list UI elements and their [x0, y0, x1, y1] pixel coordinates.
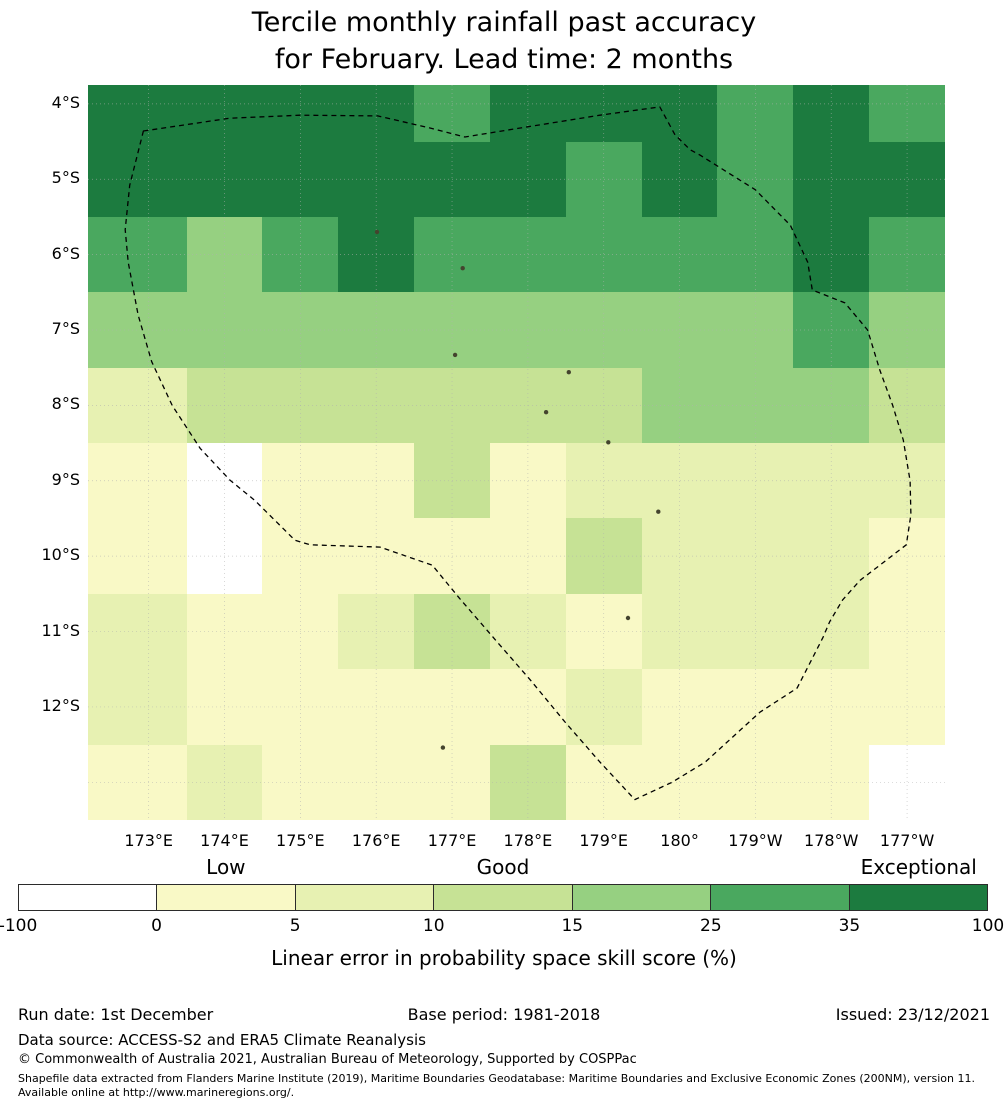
colorbar [18, 884, 988, 911]
colorbar-segment [571, 885, 711, 910]
x-axis-label: 179°E [579, 831, 629, 850]
colorbar-segment [19, 885, 157, 910]
colorbar-segment [848, 885, 987, 910]
x-axis-label: 180° [660, 831, 699, 850]
x-axis-label: 173°E [124, 831, 173, 850]
x-axis-label: 177°W [879, 831, 935, 850]
island-marker [606, 440, 611, 445]
colorbar-tick-label: 0 [151, 916, 162, 936]
colorbar-segment [710, 885, 849, 910]
footer-row-main: Run date: 1st December Base period: 1981… [18, 1005, 990, 1024]
y-axis-label: 12°S [41, 695, 80, 715]
heatmap-cell [489, 593, 566, 670]
data-source-text: Data source: ACCESS-S2 and ERA5 Climate … [18, 1031, 426, 1049]
colorbar-tick-label: 100 [971, 916, 1005, 936]
colorbar-tick-label: 35 [838, 916, 861, 936]
base-period-text: Base period: 1981-2018 [407, 1005, 601, 1024]
colorbar-segment [433, 885, 572, 910]
island-marker [566, 370, 571, 375]
y-axis-label: 9°S [51, 469, 80, 489]
colorbar-tick-label: 25 [700, 916, 722, 936]
figure-title: Tercile monthly rainfall past accuracy f… [0, 4, 1008, 78]
map-overlay [88, 85, 945, 820]
skill-band-label: Low [206, 855, 246, 879]
skill-band-label: Exceptional [860, 855, 977, 879]
y-axis-label: 8°S [51, 394, 80, 414]
skill-band-label: Good [476, 855, 530, 879]
colorbar-segment [294, 885, 434, 910]
y-axis-label: 5°S [51, 168, 80, 188]
colorbar-caption: Linear error in probability space skill … [271, 946, 737, 970]
copyright-text: © Commonwealth of Australia 2021, Austra… [18, 1052, 637, 1067]
y-axis-label: 6°S [51, 243, 80, 263]
shapefile-note-text: Shapefile data extracted from Flanders M… [18, 1072, 975, 1099]
colorbar-tick-label: -100 [0, 916, 38, 936]
colorbar-segment [156, 885, 295, 910]
figure-title-line2: for February. Lead time: 2 months [274, 44, 734, 75]
run-date-text: Run date: 1st December [18, 1005, 214, 1024]
x-axis-label: 174°E [200, 831, 249, 850]
x-axis-label: 177°E [427, 831, 477, 850]
colorbar-tick-label: 15 [561, 916, 584, 936]
x-axis-label: 178°E [503, 831, 553, 850]
x-axis-label: 176°E [351, 831, 401, 850]
island-marker [656, 509, 661, 514]
x-axis-label: 178°W [804, 831, 859, 850]
y-axis-label: 4°S [51, 92, 80, 112]
island-marker [543, 410, 549, 415]
island-marker [452, 352, 458, 358]
heatmap-cell [88, 85, 187, 142]
issued-date-text: Issued: 23/12/2021 [835, 1005, 990, 1024]
eez-boundary [124, 106, 912, 801]
island-marker [460, 266, 465, 271]
island-marker [440, 745, 446, 750]
colorbar-tick-label: 10 [422, 916, 445, 936]
x-axis-label: 179°W [728, 831, 783, 850]
figure-title-line1: Tercile monthly rainfall past accuracy [251, 7, 757, 38]
map-plot [88, 85, 945, 820]
y-axis-label: 7°S [51, 319, 80, 338]
island-marker [374, 229, 380, 235]
heatmap-cell [489, 141, 566, 217]
y-axis-label: 11°S [41, 620, 80, 640]
island-marker [625, 615, 631, 621]
x-axis-label: 175°E [276, 831, 325, 850]
colorbar-tick-label: 5 [289, 916, 301, 936]
y-axis-label: 10°S [41, 545, 80, 565]
